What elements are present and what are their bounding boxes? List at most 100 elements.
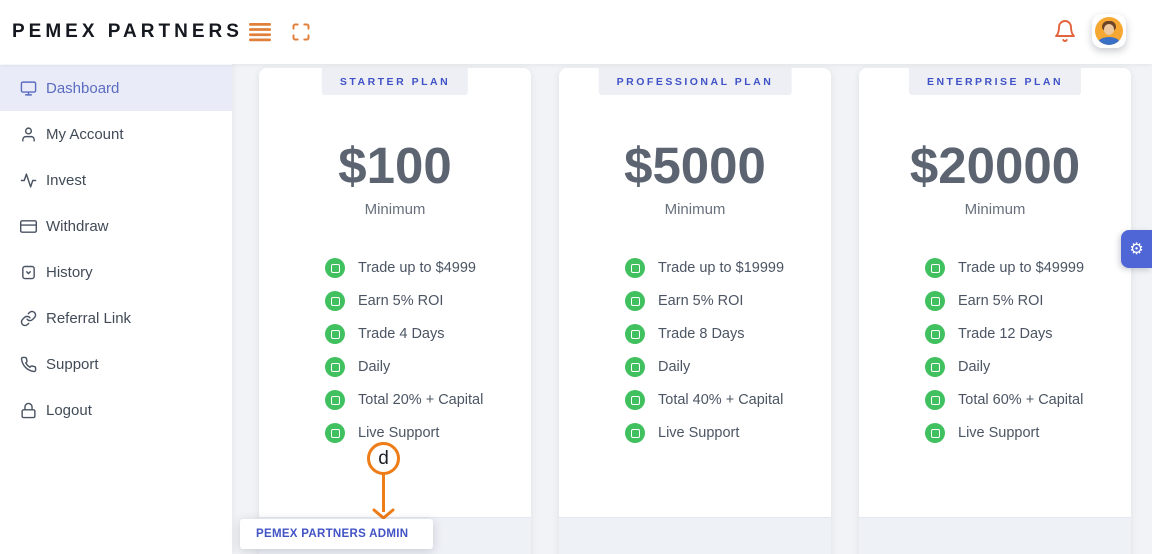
feature-check-icon	[625, 423, 645, 443]
sidebar-item-dashboard[interactable]: Dashboard	[0, 65, 232, 111]
feature-check-icon	[625, 324, 645, 344]
plan-feature: Live Support	[925, 423, 1121, 443]
sidebar-item-label: Support	[46, 355, 99, 373]
user-icon	[20, 126, 37, 143]
plan-badge: STARTER PLAN	[321, 68, 469, 95]
feature-text: Total 20% + Capital	[358, 392, 484, 408]
feature-text: Earn 5% ROI	[958, 293, 1044, 309]
user-avatar[interactable]	[1092, 14, 1126, 48]
feature-check-icon	[925, 291, 945, 311]
bag-icon	[20, 264, 37, 281]
feature-text: Trade up to $49999	[958, 260, 1085, 276]
sidebar-item-label: Dashboard	[46, 79, 120, 97]
monitor-icon	[20, 80, 37, 97]
plan-price: $100	[338, 137, 452, 194]
cursor-letter: d	[378, 447, 389, 469]
credit-card-icon	[20, 218, 37, 235]
plan-badge: PROFESSIONAL PLAN	[598, 68, 792, 95]
link-icon	[20, 310, 37, 327]
feature-check-icon	[925, 357, 945, 377]
feature-text: Earn 5% ROI	[658, 293, 744, 309]
invest-button[interactable]: INVEST	[859, 517, 1131, 554]
feature-text: Daily	[958, 359, 991, 375]
plan-price: $5000	[624, 137, 766, 194]
feature-check-icon	[625, 291, 645, 311]
plan-feature: Total 20% + Capital	[325, 390, 521, 410]
plan-card-starter: STARTER PLAN $100 Minimum Trade up to $4…	[259, 68, 531, 554]
plan-feature: Total 60% + Capital	[925, 390, 1121, 410]
feature-check-icon	[325, 291, 345, 311]
sidebar-item-logout[interactable]: Logout	[0, 387, 232, 433]
plan-feature-list: Trade up to $19999 Earn 5% ROI Trade 8 D…	[625, 258, 821, 443]
plan-feature: Trade 8 Days	[625, 324, 821, 344]
admin-name-tooltip: PEMEX PARTNERS ADMIN	[240, 519, 433, 549]
remote-cursor-badge: d	[367, 442, 400, 475]
plan-feature-list: Trade up to $49999 Earn 5% ROI Trade 12 …	[925, 258, 1121, 443]
feature-text: Trade up to $19999	[658, 260, 785, 276]
sidebar-item-history[interactable]: History	[0, 249, 232, 295]
sidebar-item-label: History	[46, 263, 93, 281]
sidebar-item-my-account[interactable]: My Account	[0, 111, 232, 157]
plan-feature: Live Support	[625, 423, 821, 443]
feature-text: Total 40% + Capital	[658, 392, 784, 408]
sidebar-item-label: My Account	[46, 125, 124, 143]
feature-text: Trade up to $4999	[358, 260, 476, 276]
sidebar-item-referral-link[interactable]: Referral Link	[0, 295, 232, 341]
feature-check-icon	[625, 258, 645, 278]
feature-check-icon	[925, 423, 945, 443]
plan-feature: Daily	[925, 357, 1121, 377]
feature-text: Daily	[658, 359, 691, 375]
sidebar-item-invest[interactable]: Invest	[0, 157, 232, 203]
cursor-arrowhead-icon	[372, 508, 395, 526]
activity-icon	[20, 172, 37, 189]
hamburger-menu-icon[interactable]	[249, 23, 271, 42]
plan-feature: Trade up to $49999	[925, 258, 1121, 278]
plan-feature: Total 40% + Capital	[625, 390, 821, 410]
sidebar-item-label: Logout	[46, 401, 92, 419]
feature-text: Trade 12 Days	[958, 326, 1053, 342]
plan-feature: Trade 4 Days	[325, 324, 521, 344]
plan-card-enterprise: ENTERPRISE PLAN $20000 Minimum Trade up …	[859, 68, 1131, 554]
feature-text: Earn 5% ROI	[358, 293, 444, 309]
feature-text: Total 60% + Capital	[958, 392, 1084, 408]
plan-feature-list: Trade up to $4999 Earn 5% ROI Trade 4 Da…	[325, 258, 521, 443]
cursor-pointer-line	[382, 474, 385, 512]
plan-feature: Daily	[625, 357, 821, 377]
plan-feature: Earn 5% ROI	[925, 291, 1121, 311]
sidebar-item-support[interactable]: Support	[0, 341, 232, 387]
sidebar-item-label: Referral Link	[46, 309, 132, 327]
feature-text: Live Support	[358, 425, 440, 441]
feature-check-icon	[325, 324, 345, 344]
plan-card-professional: PROFESSIONAL PLAN $5000 Minimum Trade up…	[559, 68, 831, 554]
feature-text: Live Support	[958, 425, 1040, 441]
brand-logo: PEMEX PARTNERS	[12, 21, 243, 42]
plan-price-caption: Minimum	[364, 201, 426, 218]
sidebar-item-label: Invest	[46, 171, 87, 189]
plan-feature: Trade 12 Days	[925, 324, 1121, 344]
plan-feature: Live Support	[325, 423, 521, 443]
plan-badge: ENTERPRISE PLAN	[908, 68, 1082, 95]
main-content: STARTER PLAN $100 Minimum Trade up to $4…	[232, 64, 1152, 554]
sidebar-item-label: Withdraw	[46, 217, 109, 235]
plan-feature: Daily	[325, 357, 521, 377]
feature-check-icon	[625, 390, 645, 410]
feature-check-icon	[925, 324, 945, 344]
feature-check-icon	[325, 357, 345, 377]
feature-check-icon	[325, 390, 345, 410]
feature-text: Trade 4 Days	[358, 326, 445, 342]
gear-icon[interactable]: ⚙	[1121, 230, 1152, 268]
sidebar-item-withdraw[interactable]: Withdraw	[0, 203, 232, 249]
invest-button[interactable]: INVEST	[559, 517, 831, 554]
bell-icon[interactable]	[1053, 19, 1077, 45]
feature-check-icon	[625, 357, 645, 377]
plan-price-caption: Minimum	[964, 201, 1026, 218]
sidebar-nav: Dashboard My Account Invest Withdraw His…	[0, 64, 232, 554]
plan-feature: Earn 5% ROI	[325, 291, 521, 311]
plan-price: $20000	[909, 137, 1081, 194]
feature-text: Live Support	[658, 425, 740, 441]
lock-icon	[20, 402, 37, 419]
feature-check-icon	[325, 258, 345, 278]
plan-feature: Trade up to $4999	[325, 258, 521, 278]
fullscreen-icon[interactable]	[291, 22, 311, 42]
feature-check-icon	[925, 258, 945, 278]
